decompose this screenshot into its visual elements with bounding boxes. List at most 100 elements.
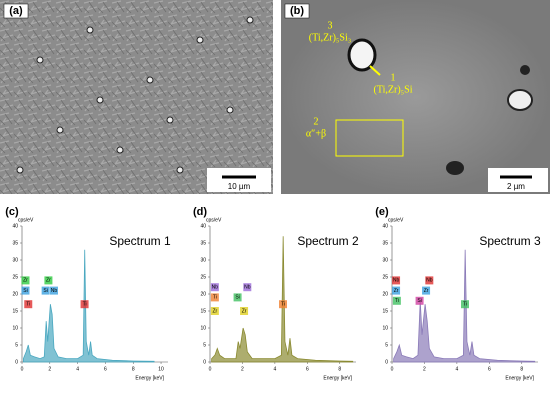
scale-box bbox=[488, 168, 548, 192]
y-tick-label: 5 bbox=[385, 342, 388, 348]
scale-label: 2 µm bbox=[507, 182, 525, 191]
x-tick-label: 6 bbox=[104, 366, 107, 372]
element-label: Ti bbox=[281, 302, 285, 308]
annotation: (Ti,Zr)₅Si₃ bbox=[309, 32, 351, 43]
x-tick-label: 8 bbox=[132, 366, 135, 372]
element-label: Nb bbox=[244, 285, 251, 291]
element-box bbox=[80, 300, 89, 309]
x-tick-label: 4 bbox=[76, 366, 79, 372]
element-box bbox=[210, 307, 219, 315]
particle bbox=[520, 65, 530, 75]
y-tick-label: 30 bbox=[200, 257, 206, 263]
y-tick-label: 20 bbox=[382, 291, 388, 297]
spectrum bbox=[211, 236, 354, 363]
y-tick-label: 10 bbox=[382, 325, 388, 331]
y-tick-label: 5 bbox=[203, 342, 206, 348]
y-tick-label: 20 bbox=[12, 291, 18, 297]
x-tick-label: 0 bbox=[209, 366, 212, 372]
element-label: Si bbox=[235, 295, 239, 301]
element-label: Si bbox=[417, 298, 421, 304]
y-axis-label: cps/eV bbox=[18, 217, 34, 223]
y-axis-label: cps/eV bbox=[206, 217, 222, 223]
element-label: Zr bbox=[46, 278, 51, 284]
x-tick-label: 2 bbox=[48, 366, 51, 372]
element-box bbox=[461, 300, 469, 309]
x-tick-label: 10 bbox=[158, 366, 164, 372]
particle bbox=[507, 89, 533, 111]
annotation: 2 bbox=[314, 116, 319, 127]
element-label: Ti bbox=[26, 302, 30, 308]
element-box bbox=[210, 283, 219, 292]
y-tick-label: 35 bbox=[12, 240, 18, 246]
x-axis-label: Energy [keV] bbox=[135, 375, 164, 381]
x-tick-label: 0 bbox=[21, 366, 24, 372]
spectrum-title: Spectrum 2 bbox=[297, 234, 359, 248]
annotation: 1 bbox=[391, 72, 396, 83]
element-box bbox=[49, 286, 58, 295]
x-tick-label: 8 bbox=[520, 366, 523, 372]
element-label: Ti bbox=[213, 295, 217, 301]
element-label: Ti bbox=[395, 298, 399, 304]
x-tick-label: 6 bbox=[488, 366, 491, 372]
element-box bbox=[392, 276, 401, 285]
y-tick-label: 10 bbox=[12, 325, 18, 331]
element-label: Zr bbox=[394, 288, 399, 294]
y-tick-label: 25 bbox=[382, 274, 388, 280]
annotation: (Ti,Zr)₅Si bbox=[374, 84, 413, 95]
y-tick-label: 25 bbox=[200, 274, 206, 280]
element-label: Zr bbox=[242, 308, 247, 314]
micrograph-b bbox=[281, 0, 550, 194]
x-tick-label: 4 bbox=[273, 366, 276, 372]
y-tick-label: 15 bbox=[382, 308, 388, 314]
annotation: α″+β bbox=[306, 128, 326, 139]
y-tick-label: 35 bbox=[382, 240, 388, 246]
y-tick-label: 25 bbox=[12, 274, 18, 280]
region-box bbox=[335, 119, 404, 157]
scale-label: 10 µm bbox=[228, 182, 251, 191]
y-tick-label: 15 bbox=[200, 308, 206, 314]
element-box bbox=[44, 276, 53, 285]
micrograph-a bbox=[0, 0, 273, 194]
y-tick-label: 20 bbox=[200, 291, 206, 297]
panel-label: (d) bbox=[193, 206, 207, 218]
y-tick-label: 0 bbox=[15, 359, 18, 365]
y-tick-label: 0 bbox=[385, 359, 388, 365]
panel-label: (c) bbox=[5, 206, 19, 218]
y-tick-label: 40 bbox=[382, 223, 388, 229]
element-label: Ti bbox=[83, 302, 87, 308]
element-box bbox=[422, 286, 431, 295]
element-label: Zr bbox=[23, 278, 28, 284]
element-label: Nb bbox=[393, 278, 400, 284]
x-tick-label: 8 bbox=[338, 366, 341, 372]
x-tick-label: 4 bbox=[455, 366, 458, 372]
element-box bbox=[210, 293, 219, 302]
element-box bbox=[243, 283, 252, 292]
element-label: Nb bbox=[212, 285, 219, 291]
spectrum-title: Spectrum 1 bbox=[109, 234, 171, 248]
element-box bbox=[41, 286, 50, 295]
element-label: Si bbox=[43, 288, 47, 294]
element-box bbox=[425, 276, 434, 285]
element-label: Nb bbox=[51, 288, 58, 294]
arrow bbox=[369, 65, 381, 76]
panel-label: (b) bbox=[290, 5, 304, 17]
y-tick-label: 35 bbox=[200, 240, 206, 246]
element-label: Zr bbox=[212, 308, 217, 314]
x-tick-label: 6 bbox=[306, 366, 309, 372]
spectrum-title: Spectrum 3 bbox=[479, 234, 541, 248]
y-tick-label: 0 bbox=[203, 359, 206, 365]
element-box bbox=[21, 276, 30, 285]
element-box bbox=[392, 286, 401, 295]
annotation: 3 bbox=[328, 20, 333, 31]
y-tick-label: 10 bbox=[200, 325, 206, 331]
x-tick-label: 2 bbox=[241, 366, 244, 372]
particle bbox=[347, 38, 377, 72]
spectrum bbox=[393, 249, 536, 363]
x-tick-label: 2 bbox=[423, 366, 426, 372]
y-axis-label: cps/eV bbox=[388, 217, 404, 223]
x-tick-label: 0 bbox=[391, 366, 394, 372]
element-label: Si bbox=[23, 288, 27, 294]
scale-box bbox=[207, 168, 271, 192]
element-label: Ti bbox=[463, 302, 467, 308]
